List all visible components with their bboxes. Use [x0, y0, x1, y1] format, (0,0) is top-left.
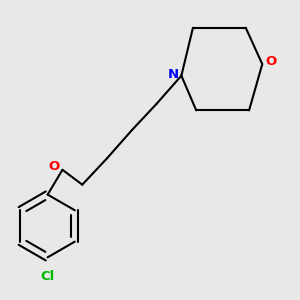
Text: O: O	[265, 55, 276, 68]
Text: Cl: Cl	[40, 270, 55, 283]
Text: N: N	[168, 68, 179, 80]
Text: O: O	[49, 160, 60, 173]
